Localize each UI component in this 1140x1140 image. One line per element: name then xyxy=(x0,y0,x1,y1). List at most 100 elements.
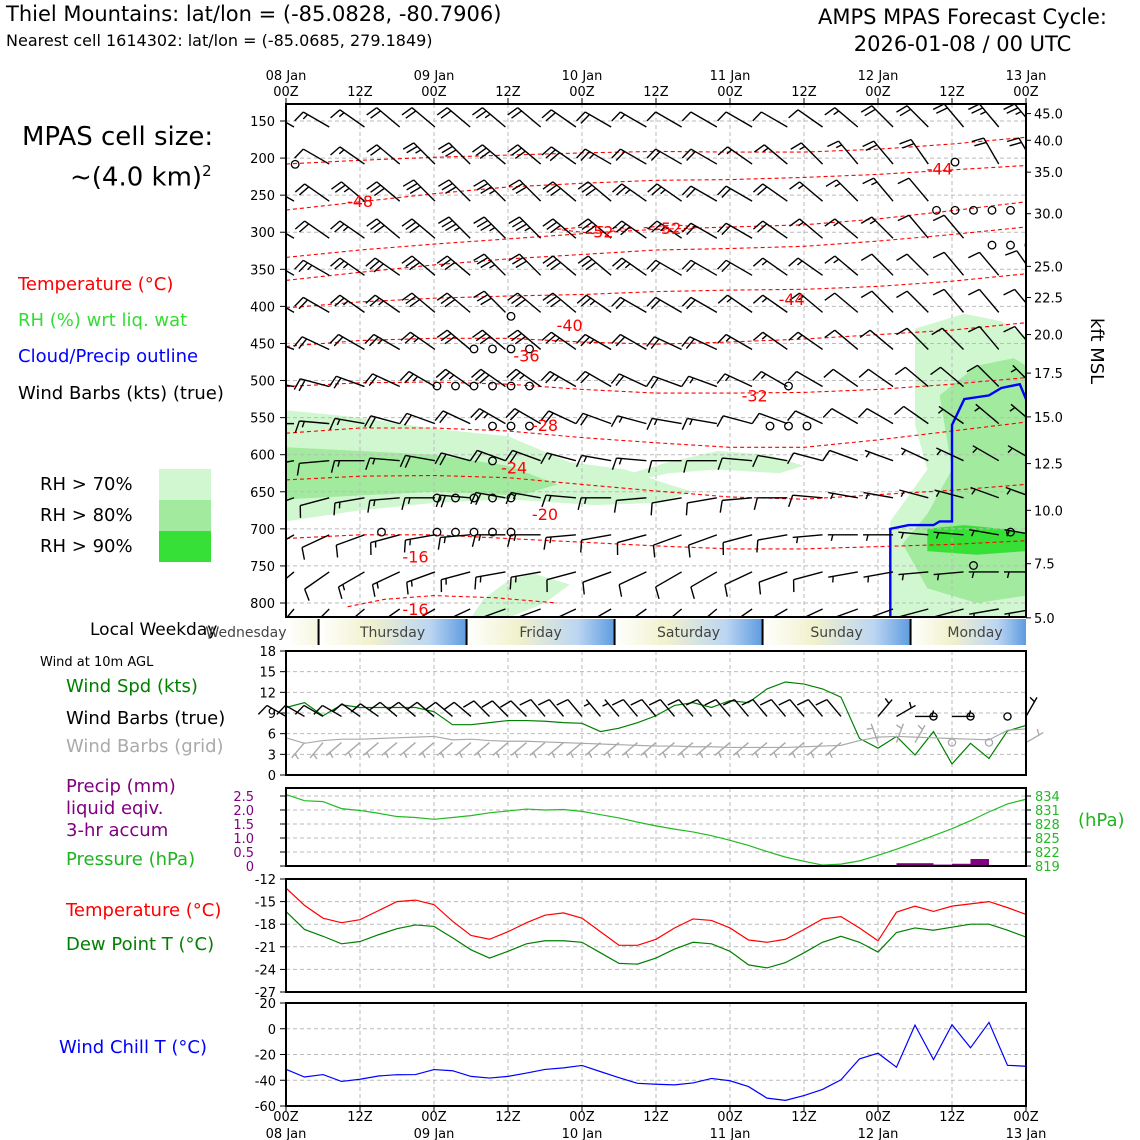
upper-air-wind-barb-full-flag xyxy=(298,262,309,273)
true-wind-barb-shaft xyxy=(510,700,527,717)
upper-air-wind-barb-shaft xyxy=(557,608,577,617)
true-wind-barb-full-flag xyxy=(611,698,624,706)
upper-air-wind-barb-half-flag xyxy=(618,458,623,465)
pressure-line xyxy=(285,794,1027,866)
pressure-tick-label: 350 xyxy=(250,263,275,278)
true-wind-barb-full-flag xyxy=(519,698,532,706)
upper-air-wind-barb-full-flag xyxy=(440,495,446,508)
grid-wind-barb-shaft xyxy=(751,742,768,756)
upper-air-wind-barb-shaft xyxy=(670,608,683,617)
upper-air-wind-barb-full-flag xyxy=(471,534,477,548)
legend-rh90-swatch xyxy=(159,531,211,562)
legend-rh80-label: RH > 80% xyxy=(40,505,133,526)
calm-wind-marker xyxy=(932,205,941,215)
true-wind-barb-half-flag xyxy=(1029,696,1035,703)
upper-air-wind-barb-shaft xyxy=(829,449,859,462)
upper-air-wind-barb-half-flag xyxy=(971,488,976,495)
upper-air-wind-barb-shaft xyxy=(304,183,330,202)
upper-air-wind-barb-full-flag xyxy=(857,408,868,418)
upper-air-wind-barb-shaft xyxy=(793,452,823,462)
temperature-contour xyxy=(286,201,1026,258)
upper-air-wind-barb-full-flag xyxy=(577,255,589,264)
upper-air-wind-barb-shaft xyxy=(762,183,788,202)
grid-wind-barb-shaft xyxy=(529,742,546,756)
upper-air-wind-barb-shaft xyxy=(761,370,788,388)
bottom-time-tick-label: 00Z xyxy=(569,1110,595,1125)
upper-air-wind-barb-full-flag xyxy=(369,260,380,270)
upper-air-wind-barb-full-flag xyxy=(931,327,943,336)
upper-air-wind-barb-shaft xyxy=(518,253,542,276)
upper-air-wind-barb-full-flag xyxy=(509,451,518,463)
upper-air-wind-barb-full-flag xyxy=(444,336,456,345)
temperature-contour-label: -36 xyxy=(513,346,539,365)
upper-air-wind-barb-half-flag xyxy=(833,221,840,227)
upper-air-wind-barb-half-flag xyxy=(971,571,975,579)
grid-wind-barb-shaft xyxy=(510,742,527,756)
upper-air-wind-barb-full-flag xyxy=(373,263,384,273)
upper-air-wind-barb-half-flag xyxy=(336,418,341,426)
temperature-contour-label: -52 xyxy=(587,222,613,241)
calm-wind-marker xyxy=(525,381,534,391)
temperature-tick-label: -27 xyxy=(255,986,276,1001)
kft-tick-label: 22.5 xyxy=(1034,291,1063,306)
upper-air-wind-barb-full-flag xyxy=(862,177,875,185)
grid-wind-barb-half-flag xyxy=(625,751,630,759)
upper-air-wind-barb-shaft xyxy=(871,290,894,313)
kft-tick-label: 7.5 xyxy=(1034,558,1055,573)
upper-air-wind-barb-full-flag xyxy=(585,224,597,234)
upper-air-wind-barb-full-flag xyxy=(611,111,621,122)
upper-air-wind-barb-shaft xyxy=(725,222,753,239)
upper-air-wind-barb-half-flag xyxy=(589,153,595,160)
upper-air-wind-barb-full-flag xyxy=(405,221,417,230)
upper-air-wind-barb-shaft xyxy=(286,460,295,463)
upper-air-wind-barb-half-flag xyxy=(761,260,768,266)
grid-wind-barb-half-flag xyxy=(477,751,482,759)
upper-air-wind-barb-shaft xyxy=(758,412,788,425)
upper-air-wind-barb-full-flag xyxy=(436,329,448,339)
pressure-tick-label: 600 xyxy=(250,449,275,464)
pressure-tick-label: 450 xyxy=(250,337,275,352)
upper-air-wind-barb-full-flag xyxy=(752,371,762,381)
upper-air-wind-barb-full-flag xyxy=(685,338,695,349)
true-wind-barb-shaft xyxy=(678,699,694,717)
temperature-contour-label: -16 xyxy=(402,547,428,566)
upper-air-wind-barb-shaft xyxy=(725,111,753,128)
grid-wind-barb-shaft xyxy=(436,742,453,756)
pressure-tick-label: 300 xyxy=(250,226,275,241)
upper-air-wind-barb-half-flag xyxy=(660,189,666,195)
true-wind-barb-shaft xyxy=(789,699,805,717)
true-wind-barb-full-flag xyxy=(741,698,754,706)
true-wind-barb-shaft xyxy=(585,699,602,717)
upper-air-wind-barb-shaft xyxy=(941,327,965,350)
upper-air-wind-barb-full-flag xyxy=(515,223,527,232)
upper-air-wind-barb-full-flag xyxy=(751,412,760,424)
weekday-name: Sunday xyxy=(810,625,862,641)
upper-air-wind-barb-full-flag xyxy=(440,258,452,268)
upper-air-wind-barb-shaft xyxy=(869,329,894,350)
upper-air-wind-barb-shaft xyxy=(690,185,718,202)
upper-air-wind-barb-full-flag xyxy=(788,257,799,267)
upper-air-wind-barb-full-flag xyxy=(368,336,379,347)
upper-air-wind-barb-half-flag xyxy=(415,149,422,154)
upper-air-wind-barb-full-flag xyxy=(444,261,456,271)
upper-air-wind-barb-full-flag xyxy=(402,179,415,187)
grid-wind-barb-shaft xyxy=(492,742,509,756)
kft-tick-label: 12.5 xyxy=(1034,458,1063,473)
upper-air-wind-barb-shaft xyxy=(299,459,330,465)
true-wind-barb-full-flag xyxy=(406,701,418,711)
upper-air-wind-barb-full-flag xyxy=(681,185,692,196)
upper-air-wind-barb-full-flag xyxy=(971,107,983,114)
upper-air-wind-barb-full-flag xyxy=(721,225,731,236)
upper-air-wind-barb-half-flag xyxy=(337,460,341,467)
pressure-tick-label: 800 xyxy=(250,597,275,612)
upper-air-wind-barb-half-flag xyxy=(376,582,379,589)
upper-air-wind-barb-half-flag xyxy=(1009,406,1016,412)
top-time-tick-label: 00Z xyxy=(273,85,299,100)
upper-air-wind-barb-full-flag xyxy=(445,223,457,232)
true-wind-barb-shaft xyxy=(733,699,750,717)
upper-air-wind-barb-full-flag xyxy=(576,371,586,381)
upper-air-wind-barb-full-flag xyxy=(858,368,869,378)
upper-air-wind-barb-full-flag xyxy=(409,224,421,234)
upper-air-wind-barb-full-flag xyxy=(329,418,336,430)
upper-air-wind-barb-full-flag xyxy=(576,294,588,304)
